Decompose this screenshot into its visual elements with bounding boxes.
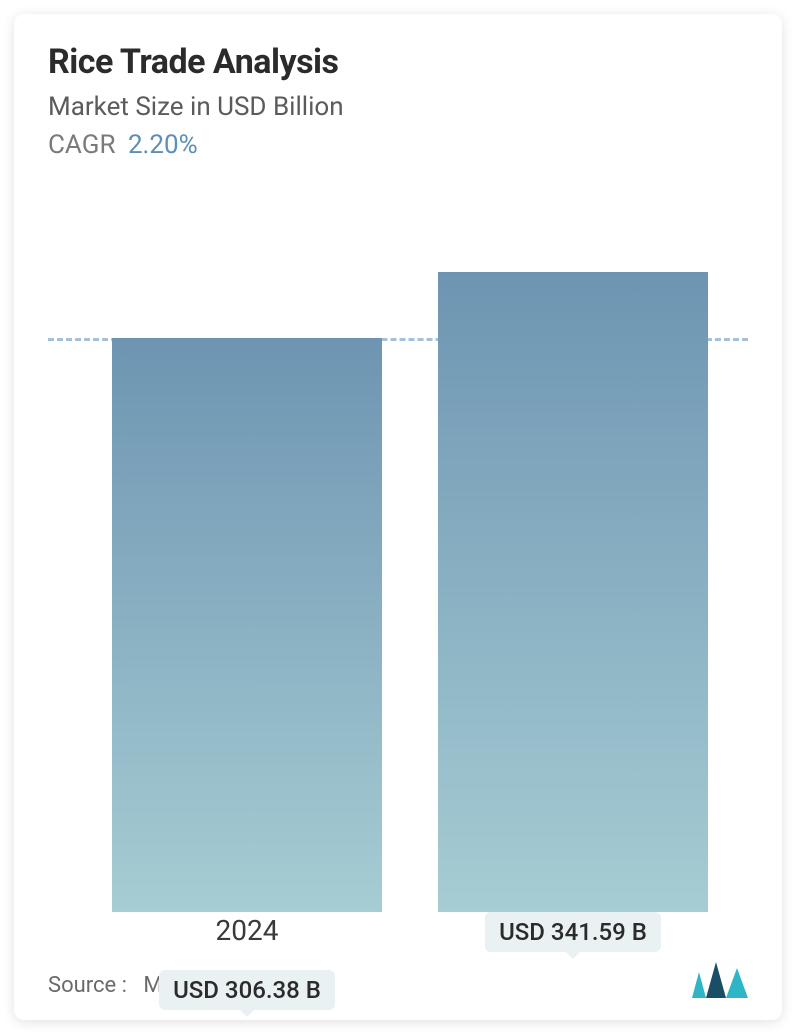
chart-title: Rice Trade Analysis — [48, 42, 748, 82]
source-prefix: Source : — [48, 973, 127, 998]
chart-footer: Source : Mordor Intelligence — [48, 962, 748, 998]
value-pill-2029: USD 341.59 B — [485, 912, 661, 952]
cagr-line: CAGR 2.20% — [48, 130, 748, 160]
bar-2024 — [112, 338, 382, 912]
brand-logo-icon — [692, 962, 748, 998]
value-pill-2024: USD 306.38 B — [159, 970, 335, 1010]
x-label-2024: 2024 — [112, 914, 382, 947]
chart-card: Rice Trade Analysis Market Size in USD B… — [14, 14, 782, 1020]
chart-subtitle: Market Size in USD Billion — [48, 92, 748, 122]
chart-area: USD 306.38 B USD 341.59 B — [48, 232, 748, 912]
cagr-label: CAGR — [48, 130, 115, 160]
cagr-value: 2.20% — [128, 130, 198, 160]
bar-2029 — [438, 272, 708, 912]
